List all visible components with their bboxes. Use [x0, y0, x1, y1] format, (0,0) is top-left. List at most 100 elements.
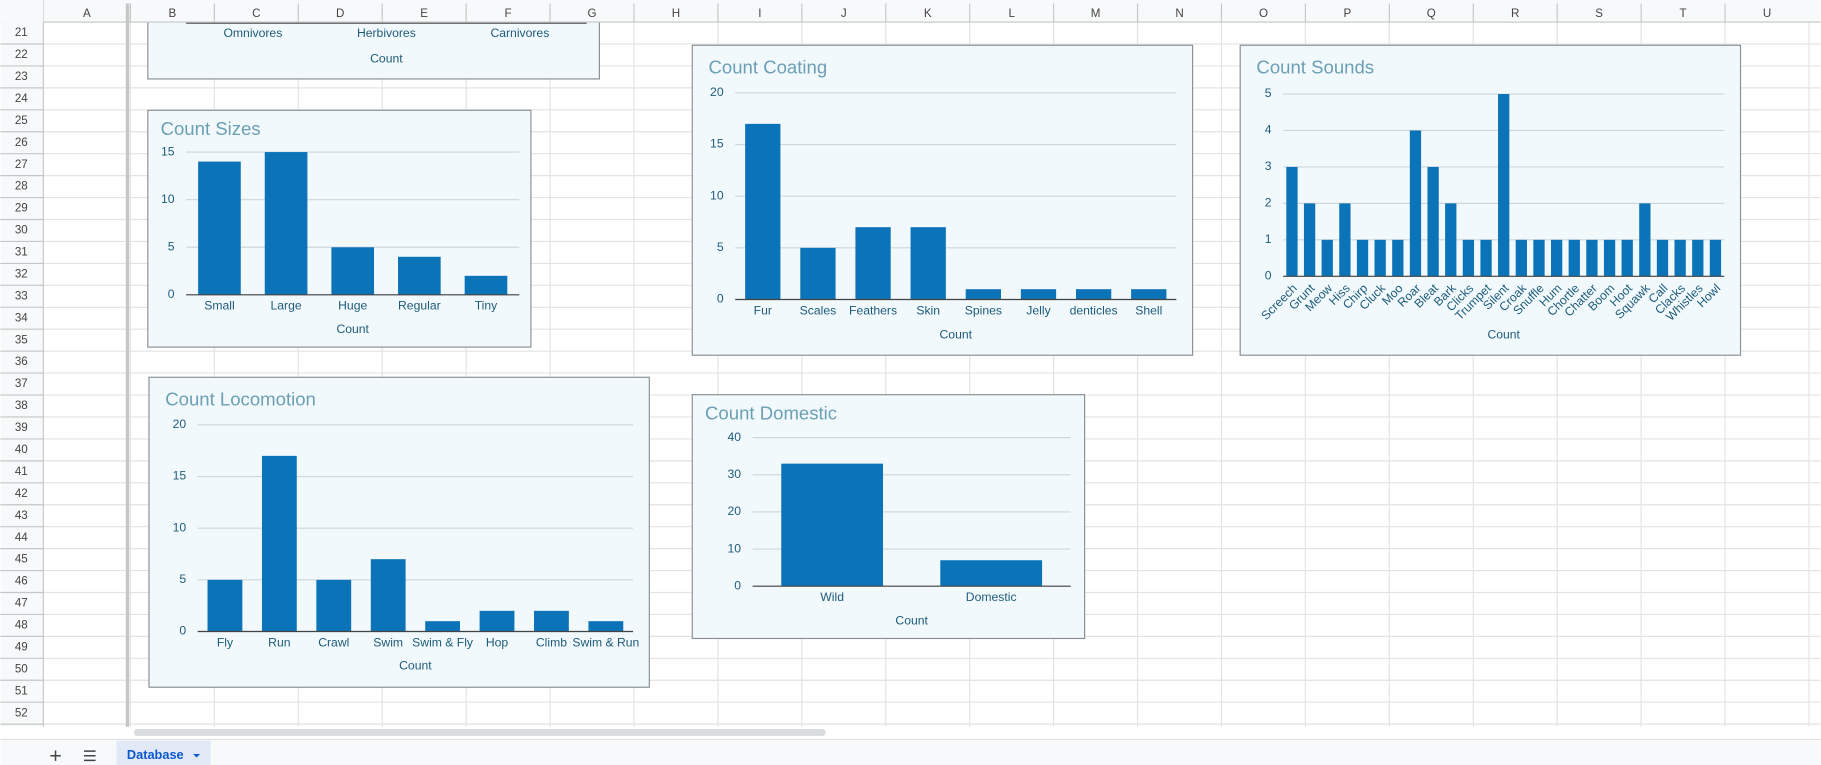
add-sheet-button[interactable]: [50, 750, 61, 761]
column-header: D: [336, 7, 344, 20]
x-tick-label: Domestic: [966, 590, 1017, 604]
bar: [425, 621, 461, 632]
bar: [1339, 203, 1351, 277]
x-axis-label: Count: [940, 328, 973, 342]
x-tick-label: Fly: [217, 635, 234, 649]
row-header: 24: [15, 92, 28, 105]
bar: [331, 247, 375, 295]
x-tick-label: Crawl: [318, 635, 349, 649]
tab-background: [116, 740, 211, 765]
bar: [1462, 239, 1475, 277]
bar: [1303, 203, 1316, 277]
x-axis-label: Count: [370, 51, 403, 65]
x-tick-label: Swim & Run: [572, 635, 639, 649]
column-header: N: [1175, 7, 1183, 20]
row-header: 40: [15, 443, 28, 456]
row-header: 32: [15, 267, 28, 280]
plus-icon: [50, 750, 61, 761]
row-header: 35: [15, 333, 28, 346]
scrollbar[interactable]: [133, 729, 826, 736]
x-tick-label: Wild: [820, 590, 844, 604]
all-sheets-button[interactable]: [83, 750, 96, 762]
x-tick-label: Large: [271, 299, 302, 313]
row-header: 25: [15, 114, 28, 127]
x-axis-label: Count: [1487, 328, 1520, 342]
bar: [464, 275, 508, 295]
bar: [1321, 239, 1333, 277]
row-header: 51: [15, 684, 28, 697]
row-header: 38: [15, 399, 28, 412]
x-tick-label: Tiny: [475, 299, 498, 313]
row-header: 39: [15, 421, 28, 434]
x-tick-label: Huge: [338, 299, 367, 313]
bar: [1020, 289, 1057, 300]
column-header: B: [169, 7, 177, 20]
column-header: U: [1763, 7, 1771, 20]
column-header: M: [1091, 7, 1101, 20]
bar: [1427, 166, 1439, 277]
row-header: 31: [15, 246, 28, 259]
chart: Count Sizes 0 5 10 15 Small Large Huge Regular Ti…: [147, 109, 532, 348]
y-tick-label: 40: [727, 430, 741, 444]
x-tick-label: Scales: [800, 303, 837, 317]
row-header: 44: [15, 531, 28, 544]
bar: [207, 579, 243, 632]
sheet-tab[interactable]: Database: [116, 740, 211, 765]
y-tick-label: 3: [1265, 159, 1272, 173]
chart-box: [1239, 44, 1742, 356]
row-header: 28: [15, 180, 28, 193]
chart-title: Count Sizes: [161, 118, 261, 139]
bar: [261, 455, 297, 632]
chart: Count Coating 0 5 10 15 20 Fur Scales Feathers Sk…: [691, 44, 1194, 356]
column-header: Q: [1427, 7, 1436, 20]
x-tick-label: Spines: [965, 303, 1002, 317]
chart-title: Count Coating: [709, 56, 828, 77]
bar: [479, 610, 515, 632]
bar: [910, 227, 946, 300]
y-tick-label: 15: [161, 144, 175, 158]
x-tick-label: Climb: [536, 635, 567, 649]
bar: [1674, 239, 1686, 277]
chart-box: [148, 376, 650, 688]
tab-label: Database: [127, 747, 184, 762]
bar: [1709, 239, 1722, 277]
bar: [264, 152, 308, 295]
bar: [1603, 239, 1616, 277]
chart-title: Count Domestic: [705, 402, 837, 423]
bar: [1075, 289, 1112, 300]
row-header: 48: [15, 619, 28, 632]
corner: [0, 0, 44, 23]
column-header: R: [1511, 7, 1519, 20]
row-header: 34: [15, 311, 28, 324]
y-tick-label: 1: [1265, 232, 1272, 246]
column-header: F: [505, 7, 512, 20]
bar: [1692, 239, 1704, 277]
row-header: 52: [15, 706, 28, 719]
y-tick-label: 15: [710, 137, 724, 151]
x-tick-label: Herbivores: [357, 26, 416, 40]
x-tick-label: Shell: [1135, 303, 1162, 317]
bar: [1409, 130, 1422, 277]
y-tick-label: 5: [1265, 86, 1272, 100]
x-tick-label: Feathers: [849, 303, 897, 317]
column-header: C: [252, 7, 260, 20]
bar: [588, 621, 624, 632]
tab-dropdown: [193, 753, 201, 758]
y-tick-label: 10: [710, 188, 724, 202]
x-tick-label: Hop: [486, 635, 509, 649]
x-tick-label: Swim & Fly: [412, 635, 474, 649]
row-header: 22: [15, 48, 28, 61]
y-tick-label: 20: [727, 504, 741, 518]
chart-box: [691, 394, 1086, 640]
x-tick-label: Jelly: [1026, 303, 1051, 317]
row-header: 42: [15, 487, 28, 500]
row-header: 33: [15, 289, 28, 302]
bar: [1498, 94, 1510, 277]
column-header-bar: [0, 0, 1821, 23]
bar: [370, 559, 406, 632]
x-tick-label: Omnivores: [223, 26, 282, 40]
x-tick-label: Run: [268, 635, 290, 649]
x-axis-label: Count: [336, 322, 369, 336]
